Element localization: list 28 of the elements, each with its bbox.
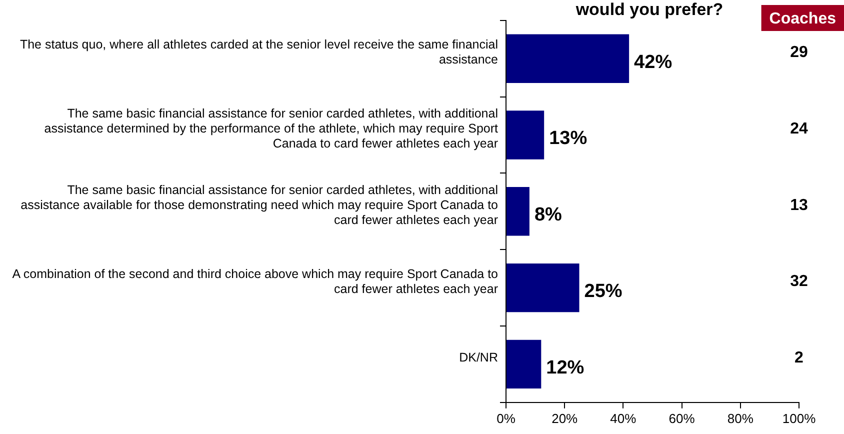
bar: [506, 110, 544, 160]
x-tick-label: 20%: [552, 410, 578, 426]
x-tick-label: 60%: [668, 410, 696, 426]
x-tick-label: 100%: [782, 410, 816, 426]
data-label: 8%: [534, 204, 562, 226]
annotation: 13: [790, 196, 808, 214]
annotation: 32: [790, 273, 808, 290]
data-label: 12%: [546, 357, 584, 378]
data-label: 42%: [634, 52, 672, 73]
y-tick-label: The same basic financial assistance for senior carded athletes, with additional assistance determined by the performance of the athlete, which may require Sport Canada to card fewer athletes each year: [44, 106, 499, 150]
x-tick-label: 0%: [496, 410, 516, 426]
x-tick-label: 40%: [610, 410, 637, 426]
y-tick-label: The status quo, where all athletes carded at the senior level receive the same financial assistance: [20, 38, 498, 67]
bar: [506, 34, 630, 83]
annotation: 29: [790, 44, 808, 62]
annotation: 2: [794, 350, 804, 367]
bar: [506, 263, 580, 312]
y-tick-label: The same basic financial assistance for senior carded athletes, with additional assistance available for those demonstrating need which may require Sport Canada to card fewer athletes each year: [20, 182, 498, 227]
x-tick-label: 80%: [727, 410, 754, 426]
y-tick-label: DK/NR: [459, 350, 498, 365]
chart-title: would you prefer?: [574, 0, 724, 19]
annotation: Coaches: [769, 10, 836, 28]
y-tick-label: A combination of the second and third choice above which may require Sport Canada to card fewer athletes each year: [12, 266, 498, 296]
bar: [506, 340, 542, 389]
data-label: 25%: [584, 281, 622, 302]
data-label: 13%: [549, 128, 588, 150]
bar: [506, 187, 530, 236]
annotation: 24: [790, 120, 808, 138]
